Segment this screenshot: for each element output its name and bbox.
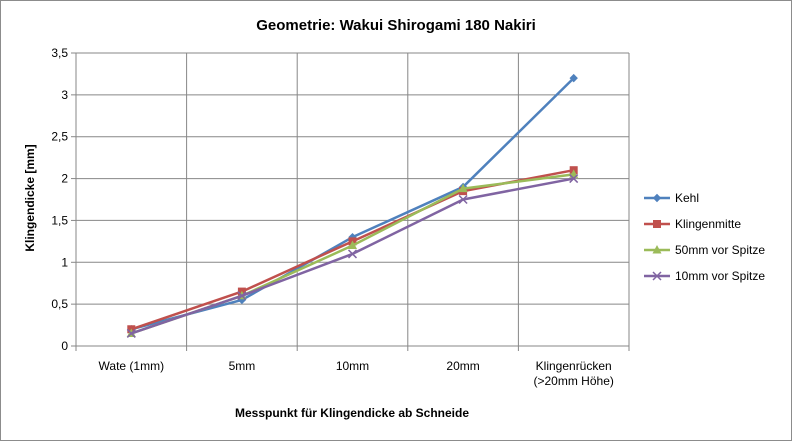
data-point bbox=[348, 240, 357, 250]
x-tick-label: (>20mm Höhe) bbox=[534, 374, 614, 388]
legend-marker bbox=[652, 193, 662, 203]
data-point bbox=[458, 183, 468, 193]
chart-title: Geometrie: Wakui Shirogami 180 Nakiri bbox=[256, 17, 536, 34]
series-3 bbox=[126, 174, 579, 338]
y-axis: 0 0,5 1 1,5 2 2,5 3 3,5 bbox=[51, 46, 76, 353]
data-point bbox=[569, 73, 578, 83]
plot-area bbox=[76, 53, 629, 346]
x-axis: Wate (1mm) 5mm 10mm 20mm Klingenrücken(>20mm… bbox=[75, 346, 630, 388]
grid-lines bbox=[75, 52, 630, 347]
data-point bbox=[237, 291, 247, 301]
legend-item-3: 10mm vor Spitze bbox=[644, 269, 765, 283]
data-point bbox=[569, 174, 579, 184]
x-marker-stroke bbox=[347, 249, 358, 259]
y-tick-label: 3 bbox=[61, 88, 68, 102]
legend-item-1: Klingenmitte bbox=[644, 217, 741, 231]
legend-item-2: 50mm vor Spitze bbox=[644, 243, 765, 257]
y-tick-label: 0 bbox=[61, 339, 68, 353]
x-tick-label: Wate (1mm) bbox=[99, 359, 165, 373]
y-tick-label: 2 bbox=[61, 172, 68, 186]
legend-label: 10mm vor Spitze bbox=[675, 269, 765, 283]
y-axis-title: Klingendicke [mm] bbox=[23, 144, 37, 251]
x-marker-stroke bbox=[569, 174, 579, 184]
x-tick-label: 5mm bbox=[229, 359, 256, 373]
data-point bbox=[126, 328, 136, 338]
legend-label: Kehl bbox=[675, 191, 699, 205]
data-point bbox=[347, 249, 358, 259]
plot-background bbox=[76, 53, 629, 346]
x-marker-stroke bbox=[652, 271, 662, 281]
data-point bbox=[458, 194, 468, 205]
x-marker-stroke bbox=[458, 194, 468, 205]
x-tick-label: 10mm bbox=[336, 359, 369, 373]
legend-marker bbox=[653, 220, 661, 228]
x-tick-label: 20mm bbox=[446, 359, 479, 373]
x-tick-label: Klingenrücken bbox=[536, 359, 612, 373]
series-layer bbox=[126, 73, 579, 338]
y-tick-label: 0,5 bbox=[51, 297, 68, 311]
legend-marker bbox=[652, 245, 662, 254]
x-marker-stroke bbox=[126, 328, 136, 338]
x-marker-stroke bbox=[237, 291, 247, 301]
y-tick-label: 1 bbox=[61, 255, 68, 269]
y-tick-label: 3,5 bbox=[51, 46, 68, 60]
y-tick-label: 1,5 bbox=[51, 213, 68, 227]
legend-label: 50mm vor Spitze bbox=[675, 243, 765, 257]
legend-item-0: Kehl bbox=[644, 191, 699, 205]
legend: Kehl Klingenmitte 50mm vor Spitze 10mm vor … bbox=[644, 191, 765, 283]
legend-label: Klingenmitte bbox=[675, 217, 741, 231]
x-axis-title: Messpunkt für Klingendicke ab Schneide bbox=[235, 406, 469, 420]
y-tick-label: 2,5 bbox=[51, 130, 68, 144]
legend-marker bbox=[652, 271, 662, 281]
